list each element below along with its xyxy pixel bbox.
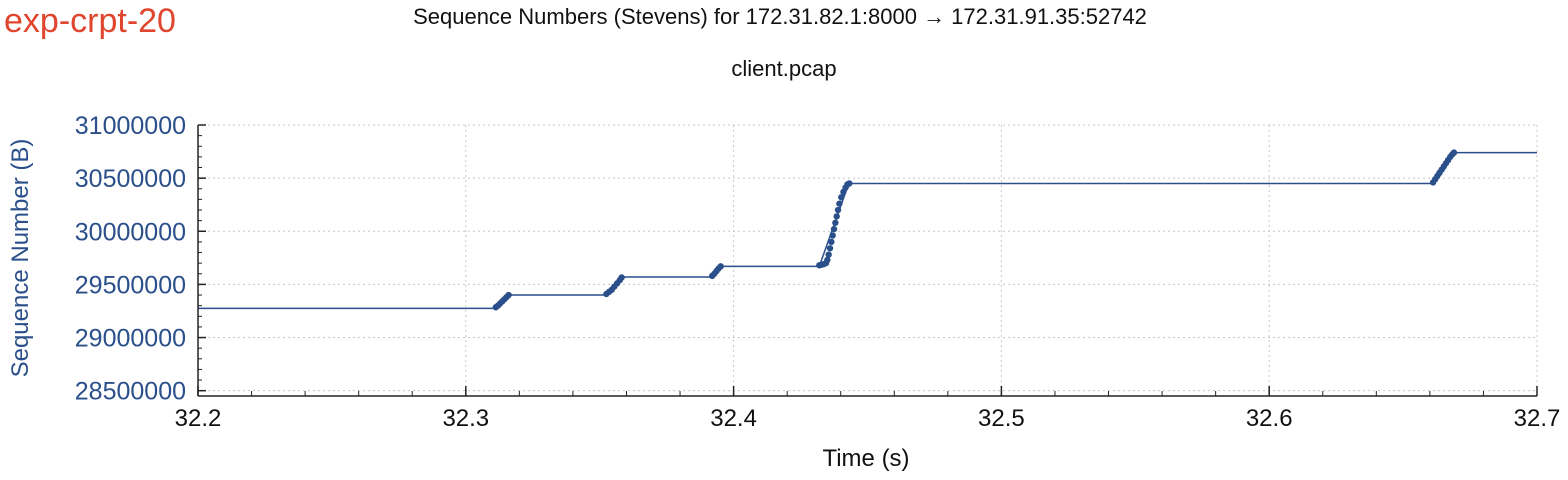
y-tick-label: 30000000 [75,218,186,246]
data-point [824,256,831,264]
x-tick-label: 32.6 [1246,405,1293,432]
series-layer [198,149,1537,311]
minor-ticks [197,124,1538,396]
x-axis-label: Time (s) [822,445,909,472]
x-tick-label: 32.5 [978,405,1025,432]
x-tick-label: 32.2 [175,405,222,432]
grid-lines [197,124,1538,396]
y-tick-label: 29000000 [75,325,186,353]
data-point [828,238,835,246]
data-point [830,225,838,233]
data-point [836,200,843,207]
x-tick-label: 32.4 [710,405,757,432]
y-axis-label: Sequence Number (B) [7,139,34,378]
data-point [1450,149,1458,156]
tag-label: exp-crpt-20 [4,2,176,40]
data-point [505,291,512,299]
chart-subtitle-text: client.pcap [731,56,837,81]
y-tick-label: 29500000 [75,271,186,299]
data-point [834,206,842,214]
data-point [846,180,853,187]
data-point [833,213,840,220]
y-tick-label: 31000000 [75,112,186,140]
data-point [717,263,724,270]
chart-title-text: Sequence Numbers (Stevens) for 172.31.82… [413,4,1147,29]
series-line [198,151,1537,310]
x-tick-label: 32.7 [1514,405,1561,432]
y-tick-label: 30500000 [75,165,186,193]
data-point [618,274,625,281]
data-point [829,232,836,239]
y-tick-label: 28500000 [75,378,186,406]
axes [197,124,1538,397]
tick-labels: 32.2 32.3 32.4 32.5 32.6 32.7 28500000 29000000… [75,112,1561,432]
data-point [838,194,845,201]
data-point [825,251,832,258]
chart-subtitle: client.pcap [0,56,1568,82]
data-point [832,219,839,226]
chart-title: Sequence Numbers (Stevens) for 172.31.82… [0,4,1568,30]
x-tick-label: 32.3 [442,405,489,432]
data-point [826,245,834,252]
